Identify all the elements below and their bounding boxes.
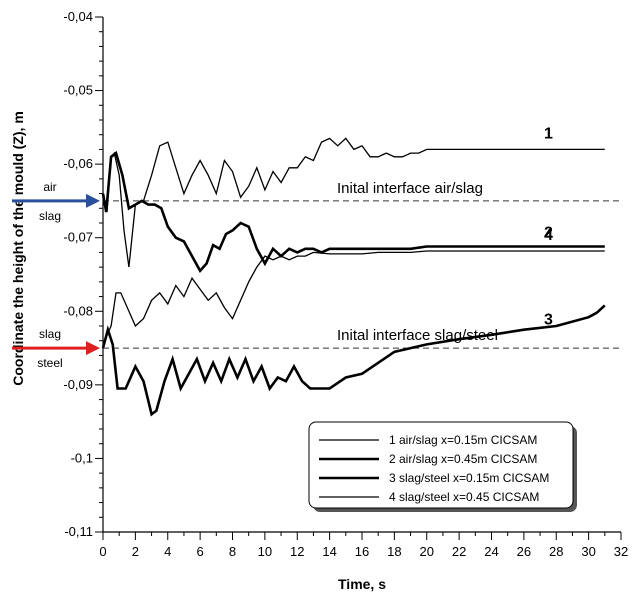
arrow-top-label: air (43, 180, 56, 194)
y-tick-label: -0,09 (63, 377, 93, 392)
x-tick-label: 2 (132, 544, 139, 559)
reference-line-label: Inital interface air/slag (337, 180, 483, 197)
y-tick-label: -0,05 (63, 83, 93, 98)
y-tick-label: -0,1 (71, 450, 93, 465)
y-tick-label: -0,06 (63, 156, 93, 171)
legend-entry-label: 2 air/slag x=0.45m CICSAM (389, 452, 537, 466)
arrow-bottom-label: steel (37, 356, 62, 370)
x-tick-label: 20 (420, 544, 434, 559)
curve-number-label: 3 (544, 311, 553, 328)
legend-box (308, 421, 574, 509)
x-tick-label: 28 (549, 544, 563, 559)
arrow-bottom-label: slag (39, 209, 61, 223)
legend-entry-label: 1 air/slag x=0.15m CICSAM (389, 433, 537, 447)
interface-arrow-head (86, 193, 100, 208)
x-tick-label: 32 (614, 544, 628, 559)
x-tick-label: 24 (484, 544, 498, 559)
x-tick-label: 4 (164, 544, 171, 559)
y-tick-label: -0,08 (63, 303, 93, 318)
legend-entry-label: 4 slag/steel x=0.45 CICSAM (389, 490, 539, 504)
legend: 1 air/slag x=0.15m CICSAM 2 air/slag x=0.… (308, 421, 577, 512)
y-tick-label: -0,04 (63, 9, 93, 24)
x-tick-label: 6 (197, 544, 204, 559)
x-tick-label: 26 (517, 544, 531, 559)
curve-number-label: 1 (544, 125, 553, 142)
x-tick-label: 8 (229, 544, 236, 559)
x-tick-label: 30 (581, 544, 595, 559)
y-axis-title: Coordinate the height of the mould (Z), … (10, 111, 26, 386)
x-axis-title: Time, s (338, 576, 386, 592)
x-tick-label: 12 (290, 544, 304, 559)
annotations: 1 2 3 4 air slag slag steel (12, 125, 553, 370)
x-tick-label: 18 (387, 544, 401, 559)
reference-lines: Inital interface air/slag Inital interfac… (103, 180, 621, 349)
axes: -0,04 -0,05 -0,06 -0,07 -0,08 -0,09 -0,1 -0,11 0… (10, 9, 628, 592)
interface-arrow-head (86, 341, 100, 356)
curve-number-label: 4 (544, 227, 553, 244)
series-line (101, 150, 605, 274)
x-tick-label: 16 (355, 544, 369, 559)
series-line (101, 304, 606, 417)
arrow-top-label: slag (39, 327, 61, 341)
curve-number-label: 2 (544, 225, 553, 242)
x-tick-label: 0 (99, 544, 106, 559)
y-tick-label: -0,07 (63, 230, 93, 245)
x-tick-label: 22 (452, 544, 466, 559)
y-tick-label: -0,11 (64, 524, 93, 539)
series-group (101, 137, 606, 417)
reference-line-label: Inital interface slag/steel (337, 327, 498, 344)
series-line (102, 250, 605, 349)
x-tick-label: 10 (258, 544, 272, 559)
legend-entry-label: 3 slag/steel x=0.15m CICSAM (389, 471, 549, 485)
x-tick-label: 14 (322, 544, 336, 559)
